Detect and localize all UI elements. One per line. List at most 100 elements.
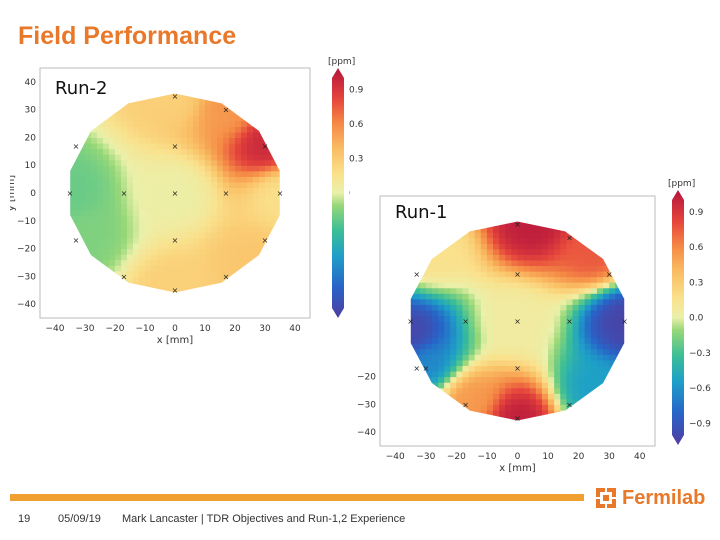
field-cell — [456, 343, 464, 350]
field-cell — [175, 281, 182, 289]
field-cell — [493, 298, 500, 305]
field-cell — [535, 304, 543, 311]
field-cell — [462, 276, 470, 283]
field-cell — [211, 148, 218, 155]
field-cell — [474, 309, 482, 317]
field-cell — [163, 254, 170, 261]
field-cell — [566, 337, 574, 344]
field-cell — [109, 154, 116, 161]
y-tick-label: 30 — [25, 106, 37, 116]
field-cell — [523, 376, 531, 383]
field-cell — [505, 371, 512, 378]
field-cell — [462, 332, 470, 339]
field-cell — [199, 193, 206, 200]
field-cell — [259, 154, 266, 161]
field-cell — [499, 287, 506, 294]
field-cell — [109, 181, 116, 189]
field-cell — [566, 276, 574, 283]
field-cell — [187, 120, 194, 127]
field-cell — [431, 309, 439, 317]
field-cell — [175, 148, 182, 155]
field-cell — [450, 376, 457, 383]
field-cell — [505, 376, 512, 383]
field-cell — [109, 248, 116, 255]
run1-chart-svg: ×× ×× × × × ×× ×× ×××××−40 −30 −20 −10 0 10 20 30 40x [… — [357, 179, 711, 474]
field-cell — [175, 104, 182, 111]
field-cell — [217, 115, 224, 122]
field-cell — [175, 187, 182, 194]
field-cell — [151, 243, 158, 250]
field-cell — [462, 248, 470, 255]
field-cell — [548, 232, 555, 239]
field-cell — [493, 304, 500, 311]
field-cell — [523, 382, 531, 389]
field-cell — [265, 159, 272, 166]
field-cell — [480, 254, 488, 261]
field-cell — [175, 131, 182, 139]
field-cell — [462, 404, 470, 411]
field-cell — [621, 321, 625, 328]
field-cell — [97, 193, 104, 200]
field-cell — [193, 154, 200, 161]
field-cell — [493, 265, 500, 272]
field-cell — [247, 215, 254, 222]
field-cell — [566, 271, 574, 278]
field-cell — [572, 398, 580, 405]
field-cell — [199, 154, 206, 161]
field-cell — [163, 281, 170, 289]
field-cell — [211, 170, 218, 177]
field-cell — [223, 248, 230, 255]
field-cell — [103, 204, 110, 211]
field-cell — [127, 148, 134, 155]
field-cell — [235, 120, 242, 127]
field-cell — [217, 126, 224, 133]
probe-marker: × — [606, 270, 613, 279]
field-cell — [133, 148, 140, 155]
field-cell — [523, 271, 531, 278]
field-cell — [193, 98, 200, 105]
field-cell — [431, 259, 439, 267]
field-cell — [169, 137, 176, 144]
field-cell — [456, 398, 464, 405]
field-cell — [109, 137, 116, 144]
field-cell — [493, 243, 500, 250]
field-cell — [133, 154, 140, 161]
field-cell — [603, 287, 610, 294]
field-cell — [517, 232, 525, 239]
field-cell — [548, 237, 555, 244]
field-cell — [181, 193, 188, 200]
field-cell — [456, 298, 464, 305]
field-cell — [523, 304, 531, 311]
field-cell — [211, 209, 218, 216]
field-cell — [493, 409, 500, 417]
field-cell — [121, 209, 128, 216]
field-cell — [247, 237, 254, 244]
field-cell — [444, 298, 451, 305]
field-cell — [474, 376, 482, 383]
field-cell — [181, 165, 188, 172]
field-cell — [241, 226, 248, 233]
field-cell — [596, 271, 604, 278]
field-cell — [253, 154, 260, 161]
field-cell — [566, 376, 574, 383]
field-cell — [235, 159, 242, 166]
field-cell — [560, 248, 567, 255]
field-cell — [493, 248, 500, 255]
probe-marker: × — [462, 400, 469, 409]
field-cell — [121, 237, 128, 244]
y-axis-label: y [mm] — [10, 175, 17, 211]
field-cell — [493, 343, 500, 350]
field-cell — [468, 243, 476, 250]
field-cell — [73, 159, 80, 166]
field-cell — [85, 159, 92, 166]
field-cell — [578, 315, 586, 322]
y-tick-label: −40 — [357, 428, 376, 438]
field-cell — [187, 115, 194, 122]
field-cell — [253, 220, 260, 227]
field-cell — [493, 309, 500, 317]
field-cell — [499, 376, 506, 383]
field-cell — [560, 359, 567, 367]
field-cell — [603, 315, 610, 322]
field-cell — [187, 131, 194, 139]
field-cell — [109, 198, 116, 205]
